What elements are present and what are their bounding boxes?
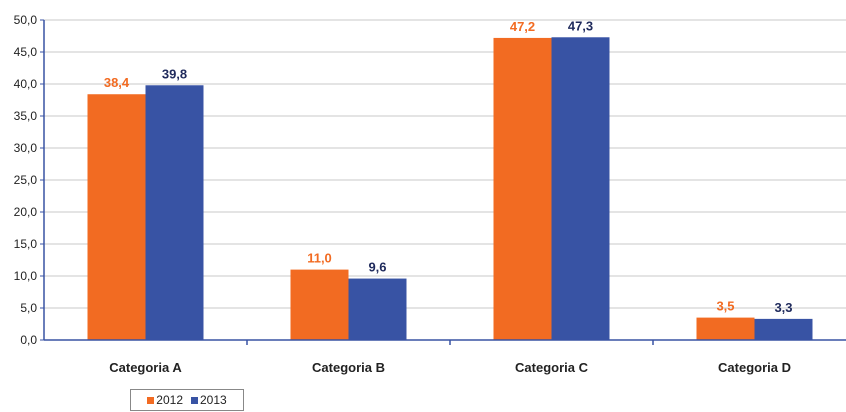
data-label-2012-3: 47,2 <box>510 19 535 34</box>
data-label-2013-1: 39,8 <box>162 66 187 81</box>
bar-2013-1 <box>145 85 204 340</box>
y-tick-label: 20,0 <box>14 205 38 219</box>
y-tick-label: 15,0 <box>14 237 38 251</box>
legend-swatch-2012 <box>147 396 155 404</box>
category-label: Categoria C <box>515 360 589 375</box>
category-label: Categoria A <box>109 360 182 375</box>
category-label: Categoria D <box>718 360 791 375</box>
bar-2013-3 <box>551 37 610 340</box>
y-tick-label: 45,0 <box>14 45 38 59</box>
legend-label-2013: 2013 <box>200 393 227 407</box>
data-label-2013-3: 47,3 <box>568 18 593 33</box>
legend-item-2013: 2013 <box>191 393 227 407</box>
bar-2013-4 <box>754 318 813 340</box>
data-label-2012-1: 38,4 <box>104 75 130 90</box>
legend-item-2012: 2012 <box>147 393 183 407</box>
data-label-2012-4: 3,5 <box>716 299 734 314</box>
data-label-2013-4: 3,3 <box>774 300 792 315</box>
y-tick-label: 25,0 <box>14 173 38 187</box>
category-labels: Categoria A Categoria B Categoria C Categor… <box>109 360 791 375</box>
y-tick-label: 35,0 <box>14 109 38 123</box>
data-label-2013-2: 9,6 <box>368 260 386 275</box>
y-axis-ticks: 0,0 5,0 10,0 15,0 20,0 25,0 30,0 35,0 40,0 45,0 50… <box>14 13 44 347</box>
data-labels: 38,4 39,8 11,0 9,6 47,2 47,3 3,5 3,3 <box>104 18 793 315</box>
y-tick-label: 10,0 <box>14 269 38 283</box>
bar-2012-2 <box>290 269 349 340</box>
category-label: Categoria B <box>312 360 385 375</box>
legend-swatch-2013 <box>191 396 198 404</box>
bar-2012-3 <box>493 37 552 341</box>
axes <box>43 20 846 345</box>
data-label-2012-2: 11,0 <box>307 251 332 266</box>
bars <box>87 37 813 341</box>
legend: 2012 2013 <box>130 389 244 411</box>
y-tick-label: 30,0 <box>14 141 38 155</box>
bar-2013-2 <box>348 278 407 340</box>
bar-2012-4 <box>696 317 755 340</box>
legend-label-2012: 2012 <box>156 393 183 407</box>
y-tick-label: 0,0 <box>20 333 37 347</box>
y-tick-label: 50,0 <box>14 13 38 27</box>
y-tick-label: 5,0 <box>20 301 37 315</box>
y-tick-label: 40,0 <box>14 77 38 91</box>
bar-2012-1 <box>87 94 146 341</box>
